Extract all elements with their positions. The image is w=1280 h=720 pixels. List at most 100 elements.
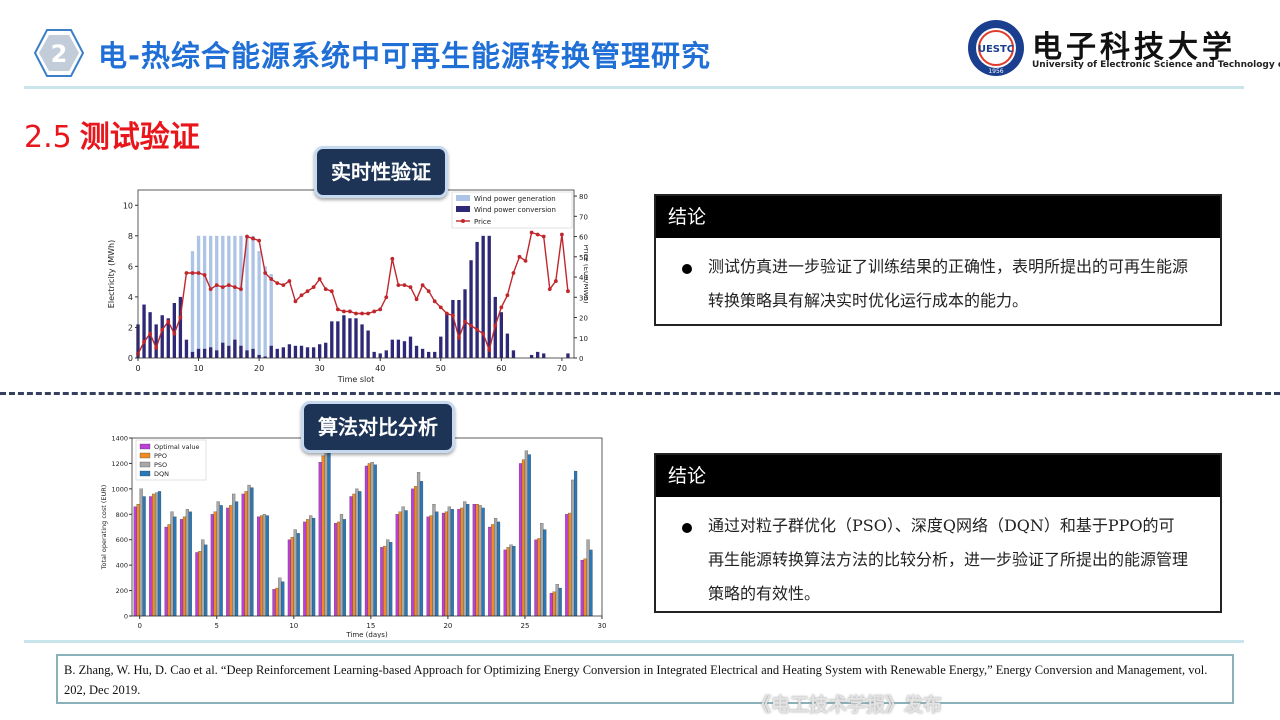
price-point: [293, 299, 298, 304]
cost-bar: [558, 587, 562, 617]
cost-bar: [537, 538, 541, 617]
conversion-bar: [221, 342, 225, 358]
cost-bar: [534, 539, 538, 617]
y-tick-label: 200: [116, 587, 128, 595]
conversion-bar: [209, 347, 213, 358]
conversion-bar: [281, 347, 285, 358]
x-tick-label: 25: [520, 622, 529, 630]
price-point: [450, 313, 455, 318]
price-point: [263, 271, 268, 275]
price-point: [341, 309, 346, 314]
realtime-chart: 0 10 20 30 40 50 60 70 0 2 4 6 8 10 0 10 20 30 40 50 60 70 80 T…: [107, 189, 588, 384]
generation-bar: [190, 251, 195, 358]
y2-tick-label: 40: [579, 274, 588, 282]
price-point: [553, 279, 558, 283]
footer-divider: [24, 640, 1244, 643]
generation-bar: [221, 235, 225, 358]
x-tick-label: 60: [496, 364, 506, 373]
cost-bar: [358, 491, 362, 617]
x-tick-label: 30: [315, 364, 325, 373]
cost-bar: [339, 514, 344, 617]
cost-bar: [281, 581, 285, 617]
cost-bar: [247, 484, 251, 617]
cost-bar: [527, 454, 531, 617]
y2-tick-label: 20: [579, 315, 588, 323]
cost-bar: [154, 492, 159, 617]
cost-bar: [204, 544, 208, 617]
conversion-bar: [336, 321, 340, 358]
cost-bar: [481, 507, 485, 617]
price-point: [220, 285, 225, 290]
price-point: [547, 287, 552, 292]
cost-bar: [460, 507, 464, 617]
cost-bar: [336, 521, 341, 617]
cost-bar: [293, 529, 297, 617]
x-tick-label: 0: [135, 364, 140, 373]
cost-bar: [188, 511, 192, 617]
conversion-bar: [536, 351, 540, 358]
conversion-bar: [190, 351, 195, 358]
conclusion-box-1: 结论 测试仿真进一步验证了训练结果的正确性，表明所提出的可再生能源转换策略具有解…: [654, 194, 1222, 326]
conversion-bar: [287, 344, 292, 358]
cost-bar: [444, 511, 449, 617]
price-point: [529, 230, 534, 235]
x-tick-label: 70: [557, 364, 567, 373]
cost-bar: [549, 592, 553, 617]
conversion-bar: [433, 351, 437, 358]
generation-bar: [269, 274, 273, 358]
cost-bar: [355, 488, 359, 617]
price-point: [311, 285, 316, 290]
conversion-bar: [318, 344, 322, 358]
price-point: [523, 258, 528, 263]
cost-bar: [272, 589, 276, 617]
conversion-bar: [142, 304, 146, 358]
price-point: [499, 305, 504, 310]
cost-bar: [133, 506, 137, 617]
price-point: [457, 335, 461, 340]
conversion-bar: [378, 353, 382, 358]
bullet-icon: [682, 523, 692, 533]
price-point: [396, 283, 401, 288]
conversion-bar: [166, 318, 170, 358]
generation-bar: [233, 235, 237, 358]
price-point: [335, 307, 340, 312]
generation-bar: [227, 235, 231, 358]
cost-bar: [521, 459, 526, 617]
cost-bar: [373, 464, 377, 617]
cost-bar: [241, 493, 245, 617]
price-point: [360, 311, 364, 316]
price-point: [190, 271, 195, 275]
generation-bar: [239, 235, 243, 358]
conversion-bar: [360, 324, 364, 358]
conversion-bar: [154, 324, 158, 358]
price-point: [384, 295, 389, 300]
price-point: [329, 289, 334, 294]
conversion-bar: [481, 235, 485, 358]
cost-bar: [416, 472, 421, 617]
cost-bar: [389, 542, 393, 617]
conversion-bar: [469, 260, 473, 358]
conversion-bar: [251, 348, 255, 358]
conversion-bar: [499, 312, 503, 358]
cost-bar: [398, 511, 402, 617]
cost-bar: [152, 493, 156, 617]
cost-bar: [583, 558, 587, 617]
cost-bar: [321, 455, 325, 617]
conversion-bar: [366, 330, 370, 358]
cost-bar: [503, 549, 507, 617]
price-point: [390, 256, 395, 261]
y-tick-label: 8: [128, 232, 133, 241]
cost-bar: [226, 507, 230, 617]
legend-label: PPO: [154, 452, 167, 460]
cost-bar: [364, 465, 369, 617]
x-tick-label: 15: [366, 622, 375, 630]
y-tick-label: 600: [116, 536, 128, 544]
cost-bar: [157, 491, 162, 617]
cost-bar: [435, 511, 439, 617]
cost-bar: [213, 511, 217, 617]
x-tick-label: 20: [254, 364, 264, 373]
price-point: [196, 271, 201, 275]
cost-bar: [219, 505, 223, 617]
generation-bar: [202, 235, 207, 358]
price-point: [160, 327, 165, 332]
